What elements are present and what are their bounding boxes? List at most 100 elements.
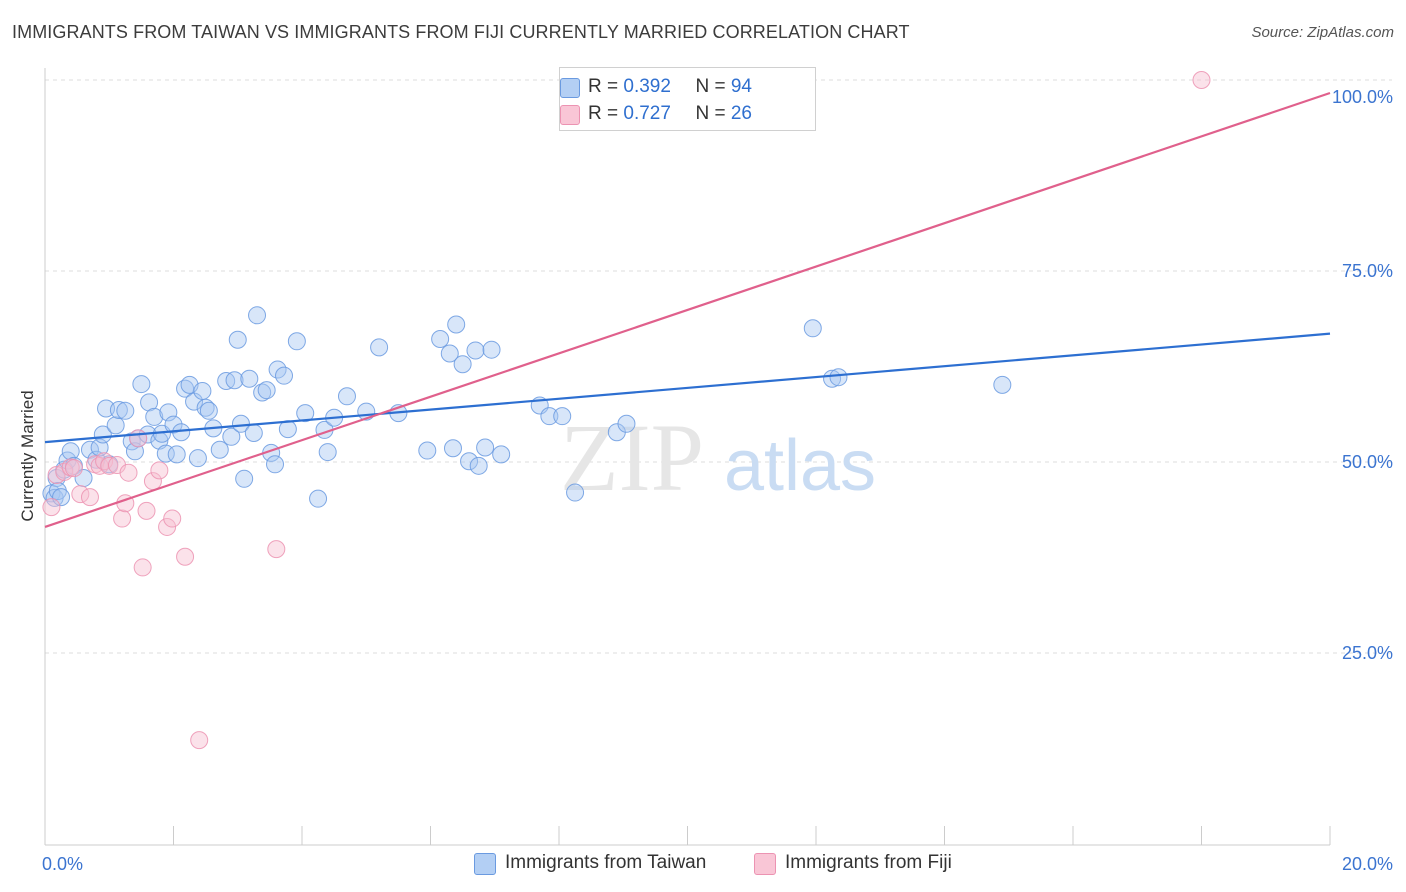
legend-r-value: 0.392 — [623, 76, 671, 97]
legend-n-label: N = — [695, 76, 731, 97]
grid-layer — [45, 79, 1392, 654]
taiwan-point — [829, 368, 848, 387]
x-tick-label: 20.0% — [1342, 854, 1393, 874]
taiwan-point — [235, 469, 254, 488]
legend-n-value: 94 — [730, 76, 752, 97]
fiji-point — [119, 463, 138, 482]
legend-row-fiji: R = 0.727 N = 26 — [560, 103, 752, 125]
legend-r-label: R = — [588, 103, 624, 124]
y-tick-label: 25.0% — [1342, 643, 1393, 663]
fiji-point — [71, 485, 90, 504]
bottom-swatch-taiwan — [474, 853, 496, 875]
taiwan-point — [116, 401, 135, 420]
taiwan-point — [296, 404, 315, 423]
fiji-point — [133, 558, 152, 577]
fiji-point — [267, 540, 286, 559]
fiji-trend-line — [44, 91, 1331, 528]
taiwan-point — [225, 371, 244, 390]
bottom-legend-fiji: Immigrants from Fiji — [754, 852, 952, 875]
chart-title: IMMIGRANTS FROM TAIWAN VS IMMIGRANTS FRO… — [12, 22, 910, 42]
taiwan-point — [318, 443, 337, 462]
fiji-point — [42, 498, 61, 517]
taiwan-point — [287, 332, 306, 351]
taiwan-point — [240, 369, 259, 388]
taiwan-point — [453, 355, 472, 374]
taiwan-point — [418, 441, 437, 460]
taiwan-point — [248, 306, 267, 325]
y-tick-label: 50.0% — [1342, 452, 1393, 472]
legend-n-label: N = — [695, 103, 731, 124]
taiwan-point — [431, 329, 450, 348]
taiwan-point — [476, 438, 495, 457]
legend-swatch-fiji — [560, 105, 580, 125]
taiwan-point — [553, 407, 572, 426]
source-credit: Source: ZipAtlas.com — [1251, 24, 1394, 41]
taiwan-point — [482, 340, 501, 359]
fiji-point — [100, 456, 119, 475]
bottom-swatch-fiji — [754, 853, 776, 875]
taiwan-point — [309, 489, 328, 508]
taiwan-point — [617, 414, 636, 433]
taiwan-point — [196, 398, 215, 417]
taiwan-point — [540, 407, 559, 426]
legend-row-taiwan: R = 0.392 N = 94 — [560, 76, 752, 98]
taiwan-point — [460, 452, 479, 471]
taiwan-point — [443, 439, 462, 458]
legend-swatch-taiwan — [560, 78, 580, 98]
taiwan-point — [132, 375, 151, 394]
series-fiji-points — [42, 71, 1211, 750]
taiwan-point — [447, 315, 466, 334]
taiwan-point — [566, 483, 585, 502]
fiji-point — [163, 509, 182, 528]
taiwan-point — [993, 375, 1012, 394]
watermark: ZIP atlas — [560, 404, 876, 511]
taiwan-point — [337, 387, 356, 406]
fiji-point — [113, 509, 132, 528]
fiji-point — [129, 429, 148, 448]
taiwan-point — [492, 445, 511, 464]
taiwan-point — [469, 456, 488, 475]
taiwan-point — [440, 344, 459, 363]
taiwan-point — [222, 427, 241, 446]
taiwan-trend-line — [44, 332, 1331, 444]
taiwan-point — [52, 488, 71, 507]
y-tick-label: 100.0% — [1332, 87, 1393, 107]
taiwan-point — [164, 415, 183, 434]
taiwan-point — [106, 416, 125, 435]
correlation-legend: R = 0.392 N = 94 R = 0.727 N = 26 — [559, 67, 816, 131]
taiwan-point — [466, 341, 485, 360]
taiwan-point — [228, 330, 247, 349]
bottom-legend-taiwan: Immigrants from Taiwan — [474, 852, 707, 875]
trend-lines — [44, 91, 1331, 528]
bottom-legend-label: Immigrants from Taiwan — [505, 852, 707, 873]
fiji-point — [55, 462, 74, 481]
legend-r-label: R = — [588, 76, 624, 97]
taiwan-point — [167, 445, 186, 464]
taiwan-point — [244, 423, 263, 442]
taiwan-point — [140, 393, 159, 412]
legend-r-value: 0.727 — [623, 103, 671, 124]
x-tick-label: 0.0% — [42, 854, 83, 874]
taiwan-point — [266, 455, 285, 474]
taiwan-point — [257, 381, 276, 400]
legend-n-value: 26 — [730, 103, 752, 124]
watermark-atlas: atlas — [724, 426, 876, 506]
taiwan-point — [188, 449, 207, 468]
tick-labels: 25.0% 50.0% 75.0% 100.0% 0.0% 20.0% — [42, 87, 1393, 874]
fiji-point — [176, 547, 195, 566]
taiwan-point — [210, 440, 229, 459]
y-tick-label: 75.0% — [1342, 261, 1393, 281]
fiji-point — [1192, 71, 1211, 89]
fiji-point — [150, 461, 169, 480]
fiji-point — [190, 731, 209, 750]
taiwan-point — [193, 381, 212, 400]
axis-layer — [44, 68, 1331, 846]
taiwan-point — [97, 399, 116, 418]
taiwan-point — [803, 319, 822, 338]
bottom-legend-label: Immigrants from Fiji — [785, 852, 952, 873]
taiwan-point — [275, 366, 294, 385]
taiwan-point — [145, 407, 164, 426]
taiwan-point — [370, 338, 389, 357]
taiwan-point — [109, 401, 128, 420]
